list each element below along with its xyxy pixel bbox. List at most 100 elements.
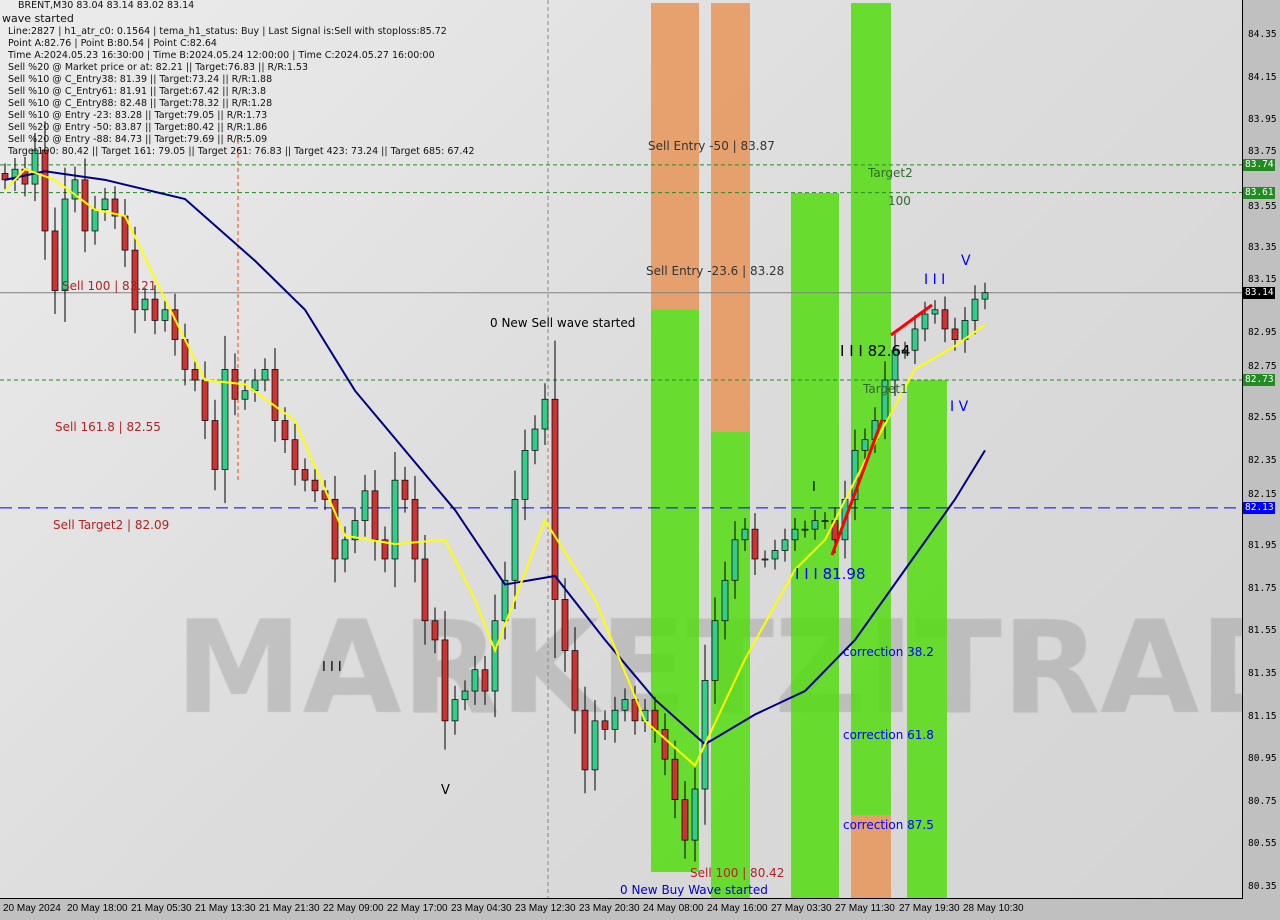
candle-body bbox=[501, 579, 509, 622]
x-tick-label: 21 May 13:30 bbox=[195, 903, 256, 914]
candle-body bbox=[721, 579, 729, 622]
candle-body bbox=[151, 298, 159, 321]
candle-body bbox=[111, 198, 119, 217]
x-tick-label: 20 May 2024 bbox=[3, 903, 61, 914]
x-tick-label: 22 May 09:00 bbox=[323, 903, 384, 914]
candle-body bbox=[951, 328, 959, 340]
trend-segment bbox=[890, 303, 933, 337]
candle-body bbox=[681, 799, 689, 841]
y-tick-label: 83.35 bbox=[1248, 242, 1277, 253]
candle-body bbox=[941, 309, 949, 330]
y-tick-label: 80.75 bbox=[1248, 795, 1277, 807]
price-chart bbox=[0, 0, 1242, 898]
candle-body bbox=[791, 528, 799, 541]
candle-body bbox=[461, 690, 469, 700]
label-sell-target2: Sell Target2 | 82.09 bbox=[53, 518, 170, 532]
chart-plot-area[interactable]: Sell Entry -50 | 83.87 Sell Entry -23.6 … bbox=[0, 0, 1243, 899]
candle-body bbox=[221, 369, 229, 470]
candle-body bbox=[881, 379, 889, 421]
y-tick-label: 80.35 bbox=[1248, 881, 1277, 892]
y-tick-label: 80.55 bbox=[1248, 838, 1277, 850]
label-wave-iii: I I I bbox=[924, 272, 946, 288]
candle-body bbox=[161, 309, 169, 321]
zone-band bbox=[791, 193, 839, 898]
candle-body bbox=[981, 292, 989, 300]
candle-body bbox=[451, 699, 459, 722]
label-correction-38-2: correction 38.2 bbox=[843, 645, 934, 659]
candle-body bbox=[811, 520, 819, 530]
label-correction-87-5: correction 87.5 bbox=[843, 818, 934, 832]
candle-body bbox=[521, 450, 529, 500]
candle-body bbox=[541, 398, 549, 430]
zone-band bbox=[711, 3, 750, 432]
label-wave-iii-left: I I I bbox=[322, 660, 342, 675]
candle-body bbox=[621, 699, 629, 711]
candle-body bbox=[601, 720, 609, 730]
x-tick-label: 21 May 21:30 bbox=[259, 903, 320, 914]
y-tick-label: 83.15 bbox=[1248, 273, 1277, 285]
y-tick-label: 82.35 bbox=[1248, 455, 1277, 466]
label-wave-v-left: V bbox=[441, 783, 450, 798]
label-target2: Target2 bbox=[868, 166, 913, 180]
label-wave-v: V bbox=[961, 253, 971, 269]
y-tick-label: 84.15 bbox=[1248, 71, 1277, 83]
candle-body bbox=[971, 298, 979, 321]
candle-body bbox=[441, 639, 449, 722]
x-tick-label: 27 May 19:30 bbox=[899, 903, 960, 914]
candle-body bbox=[301, 469, 309, 481]
candle-body bbox=[911, 328, 919, 351]
price-level-tag: 82.13 bbox=[1243, 501, 1275, 514]
candle-body bbox=[731, 539, 739, 581]
x-tick-label: 27 May 03:30 bbox=[771, 903, 832, 914]
info-line: Point A:82.76 | Point B:80.54 | Point C:… bbox=[8, 38, 217, 49]
label-new-sell-wave: 0 New Sell wave started bbox=[490, 316, 636, 330]
candle-body bbox=[411, 498, 419, 560]
label-sell-entry-50: Sell Entry -50 | 83.87 bbox=[648, 139, 775, 153]
x-tick-label: 23 May 20:30 bbox=[579, 903, 640, 914]
candle-body bbox=[761, 558, 769, 561]
candle-body bbox=[771, 550, 779, 560]
price-level-tag: 83.14 bbox=[1243, 286, 1275, 299]
candle-body bbox=[261, 369, 269, 381]
candle-body bbox=[471, 669, 479, 692]
x-tick-label: 24 May 08:00 bbox=[643, 903, 704, 914]
candle-body bbox=[131, 249, 139, 311]
y-tick-label: 81.75 bbox=[1248, 582, 1277, 594]
x-tick-label: 28 May 10:30 bbox=[963, 903, 1024, 914]
label-100: 100 bbox=[888, 194, 911, 208]
trend-segment bbox=[830, 419, 884, 556]
y-tick-label: 81.95 bbox=[1248, 540, 1277, 552]
zone-band bbox=[651, 3, 699, 310]
x-tick-label: 23 May 12:30 bbox=[515, 903, 576, 914]
ma-fast-line bbox=[4, 168, 986, 768]
price-level-tag: 83.74 bbox=[1243, 158, 1275, 171]
watermark-logo bbox=[0, 0, 1242, 898]
info-line: Sell %20 @ Entry -50: 83.87 || Target:80… bbox=[8, 122, 268, 133]
candle-body bbox=[551, 398, 559, 600]
info-line: Sell %20 @ Entry -88: 84.73 || Target:79… bbox=[8, 134, 268, 145]
candle-body bbox=[891, 349, 899, 381]
candle-body bbox=[611, 709, 619, 730]
candle-body bbox=[431, 620, 439, 641]
candle-body bbox=[281, 420, 289, 441]
candle-body bbox=[291, 439, 299, 470]
x-tick-label: 22 May 17:00 bbox=[387, 903, 448, 914]
label-target1: Target1 bbox=[863, 382, 908, 396]
candle-body bbox=[591, 720, 599, 771]
candle-body bbox=[401, 479, 409, 500]
candle-body bbox=[201, 379, 209, 421]
candle-body bbox=[651, 709, 659, 730]
candle-body bbox=[821, 520, 829, 522]
label-correction-61-8: correction 61.8 bbox=[843, 728, 934, 742]
candle-body bbox=[81, 179, 89, 232]
x-tick-label: 27 May 11:30 bbox=[835, 903, 895, 914]
y-tick-label: 81.15 bbox=[1248, 710, 1277, 722]
candle-body bbox=[271, 369, 279, 421]
zone-band bbox=[907, 380, 947, 898]
symbol-line: BRENT,M30 83.04 83.14 83.02 83.14 bbox=[18, 0, 195, 11]
label-sell-100: Sell 100 | 83.21 bbox=[62, 279, 157, 293]
candle-body bbox=[631, 699, 639, 722]
info-line: Sell %20 @ Market price or at: 82.21 || … bbox=[8, 62, 309, 73]
label-point-b: I I I 81.98 bbox=[795, 565, 866, 583]
candle-body bbox=[391, 479, 399, 560]
